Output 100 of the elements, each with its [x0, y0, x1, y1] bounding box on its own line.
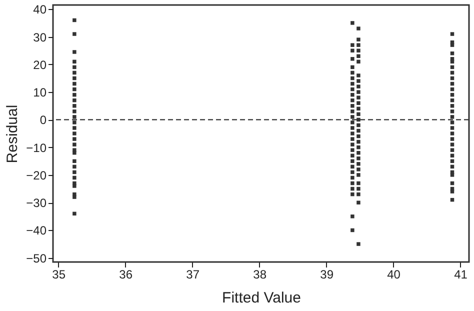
point — [356, 84, 360, 88]
point — [450, 137, 454, 141]
point — [72, 142, 76, 146]
point — [356, 186, 360, 191]
point — [350, 104, 354, 108]
point — [72, 150, 76, 155]
point — [450, 126, 454, 130]
point — [350, 214, 354, 218]
point — [350, 132, 354, 136]
point — [450, 190, 454, 194]
point — [72, 126, 76, 130]
x-axis-title: Fitted Value — [222, 290, 301, 306]
point — [72, 50, 76, 54]
point — [72, 104, 76, 108]
x-tick-label: 41 — [454, 268, 468, 282]
point — [350, 92, 354, 97]
point — [356, 242, 360, 246]
point — [350, 65, 354, 70]
point — [72, 132, 76, 136]
point — [356, 150, 360, 155]
point — [356, 168, 360, 172]
point — [72, 195, 76, 199]
point — [450, 120, 454, 124]
point — [356, 192, 360, 196]
point — [450, 154, 454, 158]
point — [356, 200, 360, 204]
point — [450, 148, 454, 152]
point — [72, 176, 76, 180]
point — [356, 79, 360, 83]
point — [356, 106, 360, 110]
point — [72, 212, 76, 216]
point — [350, 176, 354, 180]
x-tick-label: 37 — [186, 268, 200, 282]
point — [356, 134, 360, 138]
y-tick-label: −20 — [26, 168, 47, 182]
point — [450, 32, 454, 36]
point — [356, 90, 360, 94]
point — [72, 184, 76, 188]
point — [350, 21, 354, 25]
point — [350, 43, 354, 47]
point — [356, 156, 360, 160]
point — [72, 170, 76, 174]
point — [356, 96, 360, 100]
point — [72, 18, 76, 22]
point — [350, 87, 354, 92]
point — [356, 38, 360, 42]
point — [450, 132, 454, 136]
point — [350, 164, 354, 169]
x-tick-label: 40 — [387, 268, 401, 282]
point — [350, 181, 354, 186]
point — [350, 126, 354, 130]
point — [356, 162, 360, 166]
x-tick-label: 35 — [52, 268, 66, 282]
y-tick-label: 40 — [33, 2, 47, 17]
point — [350, 159, 354, 164]
point — [350, 110, 354, 114]
point — [350, 115, 354, 119]
point — [72, 164, 76, 169]
point — [72, 98, 76, 102]
y-tick-label: 10 — [33, 86, 47, 100]
point — [356, 173, 360, 177]
point — [72, 137, 76, 141]
point — [450, 110, 454, 114]
y-tick-label: 0 — [40, 113, 47, 128]
point — [356, 54, 360, 58]
point — [350, 48, 354, 52]
point — [350, 170, 354, 174]
point — [350, 120, 354, 124]
y-tick-label: −10 — [26, 140, 47, 155]
point — [450, 142, 454, 146]
point — [450, 115, 454, 119]
point — [72, 70, 76, 75]
y-tick-label: −30 — [26, 196, 47, 210]
point — [350, 228, 354, 232]
point — [72, 82, 76, 86]
point — [356, 140, 360, 144]
point — [356, 60, 360, 64]
point — [72, 115, 76, 119]
y-tick-label: −40 — [26, 224, 47, 238]
point — [356, 101, 360, 105]
point — [356, 74, 360, 78]
point — [350, 76, 354, 80]
point — [72, 60, 76, 64]
point — [356, 112, 360, 116]
point — [350, 186, 354, 191]
point — [350, 70, 354, 75]
y-axis-title: Residual — [4, 104, 22, 164]
point — [350, 154, 354, 158]
point — [356, 26, 360, 30]
point — [450, 173, 454, 177]
point — [72, 159, 76, 164]
point — [350, 82, 354, 86]
point — [350, 137, 354, 141]
y-tick-label: 30 — [33, 30, 47, 44]
x-tick-label: 36 — [119, 268, 133, 282]
point — [350, 192, 354, 196]
point — [356, 181, 360, 186]
point — [350, 57, 354, 61]
point — [350, 142, 354, 146]
point — [72, 110, 76, 114]
